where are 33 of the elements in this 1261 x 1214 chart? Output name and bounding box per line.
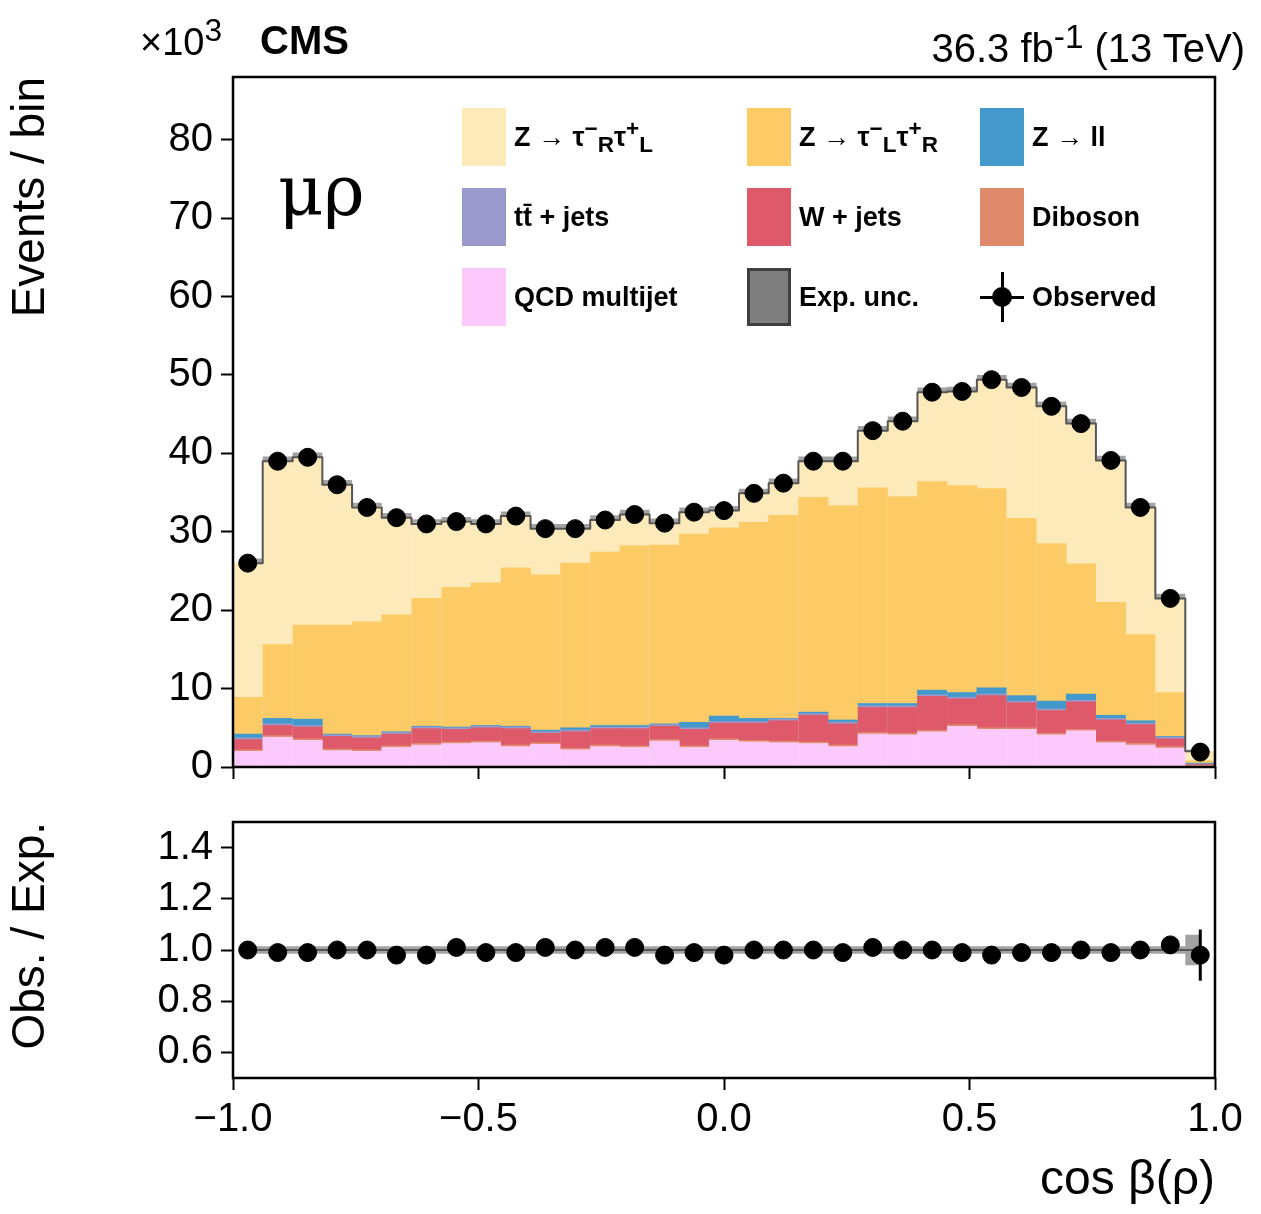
x-tick-label: 0.5 — [941, 1095, 998, 1140]
legend-label: Z → ll — [1032, 121, 1106, 153]
y-tick-label: 1.4 — [157, 822, 213, 867]
text: ×10$^{3}$ — [140, 12, 223, 64]
y-tick-label: 50 — [168, 349, 213, 394]
legend-label: Observed — [1032, 281, 1157, 313]
y-axis-title: Obs. / Exp. — [2, 822, 55, 1050]
y-axis-title: Events / bin — [2, 77, 55, 318]
legend-label: W + jets — [799, 201, 902, 233]
y-tick-label: 0.8 — [157, 976, 213, 1021]
chart-subtitle: 36.3 fb$^{-1}$ (13 TeV) — [931, 18, 1245, 72]
y-tick-label: 40 — [168, 428, 213, 473]
y-tick-label: 0 — [190, 742, 213, 787]
x-tick-label: −0.5 — [439, 1095, 518, 1140]
y-tick-label: 1.2 — [157, 873, 213, 918]
annotation: μρ — [278, 150, 365, 232]
x-tick-label: −1.0 — [193, 1095, 273, 1140]
y-tick-label: 1.0 — [157, 925, 213, 970]
x-axis-title: cos β(ρ) — [1040, 1151, 1215, 1205]
chart-title: CMS — [260, 18, 349, 63]
y-tick-label: 30 — [168, 506, 213, 551]
legend-label: QCD multijet — [514, 281, 678, 313]
y-tick-label: 20 — [168, 585, 213, 630]
y-tick-label: 80 — [168, 114, 213, 159]
x-tick-label: 0.0 — [696, 1095, 752, 1140]
legend-label: Diboson — [1032, 201, 1140, 233]
legend-label: tt̄ + jets — [514, 201, 610, 233]
legend-label: Exp. unc. — [799, 281, 920, 313]
y-tick-label: 10 — [168, 663, 213, 708]
y-tick-label: 70 — [168, 193, 213, 238]
y-tick-label: 60 — [168, 271, 213, 316]
x-tick-label: 1.0 — [1187, 1095, 1243, 1140]
y-tick-label: 0.6 — [157, 1027, 213, 1072]
